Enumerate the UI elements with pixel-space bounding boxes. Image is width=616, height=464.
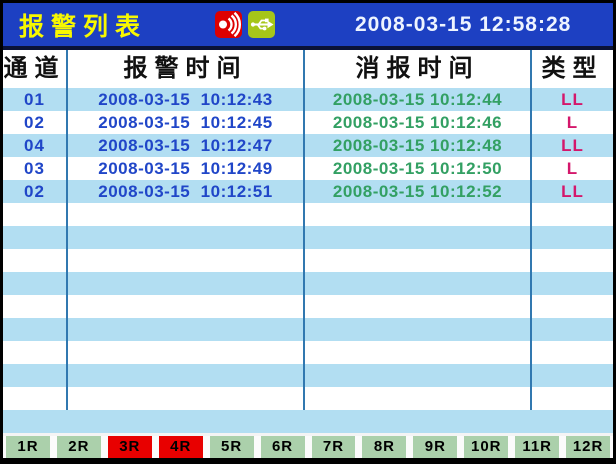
- type-cell: LL: [561, 136, 584, 155]
- clear-time-cell: [305, 364, 532, 387]
- type-cell: [532, 295, 613, 318]
- empty-row: [3, 203, 613, 226]
- alarm-time-cell: 2008-03-15 10:12:43: [68, 88, 305, 111]
- channel-cell: 02: [3, 111, 68, 134]
- relay-tab-1r[interactable]: 1R: [6, 436, 50, 458]
- relay-tab-3r[interactable]: 3R: [107, 436, 152, 458]
- alarm-time-cell: [68, 226, 305, 249]
- alarm-time-cell: [68, 249, 305, 272]
- empty-row: [3, 364, 613, 387]
- relay-tab-7r[interactable]: 7R: [311, 436, 356, 458]
- header-clear-time: 消报时间: [305, 50, 532, 88]
- relay-tab-11r[interactable]: 11R: [515, 436, 560, 458]
- type-cell: LL: [561, 182, 584, 201]
- relay-tabbar: 1R 2R 3R 4R 5R 6R 7R 8R 9R 10R 11R 12R: [3, 436, 613, 458]
- alarm-time-cell: [68, 295, 305, 318]
- clear-time-cell: [305, 249, 532, 272]
- type-cell: [532, 203, 613, 226]
- type-cell: [532, 318, 613, 341]
- relay-tab-10r[interactable]: 10R: [464, 436, 509, 458]
- clear-time-cell: [305, 387, 532, 410]
- alarm-time-cell: [68, 341, 305, 364]
- alarm-row: 02 2008-03-15 10:12:45 2008-03-15 10:12:46…: [3, 111, 613, 134]
- type-cell: [532, 249, 613, 272]
- empty-row: [3, 272, 613, 295]
- usb-icon: [248, 11, 275, 38]
- clear-time-cell: 2008-03-15 10:12:44: [305, 88, 532, 111]
- system-clock: 2008-03-15 12:58:28: [355, 13, 572, 36]
- channel-cell: [3, 203, 68, 226]
- alarm-time-cell: 2008-03-15 10:12:45: [68, 111, 305, 134]
- clear-time-cell: [305, 226, 532, 249]
- alarm-table-body: 01 2008-03-15 10:12:43 2008-03-15 10:12:44…: [3, 88, 613, 410]
- channel-cell: [3, 272, 68, 295]
- clear-time-cell: [305, 318, 532, 341]
- alarm-row: 02 2008-03-15 10:12:51 2008-03-15 10:12:52…: [3, 180, 613, 203]
- channel-cell: 04: [3, 134, 68, 157]
- alarm-table-header: 通道 报警时间 消报时间 类型: [3, 50, 613, 88]
- alarm-time-cell: 2008-03-15 10:12:51: [68, 180, 305, 203]
- empty-row: [3, 226, 613, 249]
- relay-tab-4r[interactable]: 4R: [158, 436, 203, 458]
- clear-time-cell: 2008-03-15 10:12:50: [305, 157, 532, 180]
- channel-cell: [3, 295, 68, 318]
- empty-row: [3, 318, 613, 341]
- type-cell: [532, 364, 613, 387]
- alarm-row: 03 2008-03-15 10:12:49 2008-03-15 10:12:50…: [3, 157, 613, 180]
- page-title: 报警列表: [19, 12, 148, 41]
- alarm-row: 01 2008-03-15 10:12:43 2008-03-15 10:12:44…: [3, 88, 613, 111]
- clear-time-cell: [305, 203, 532, 226]
- channel-cell: [3, 341, 68, 364]
- type-cell: LL: [561, 90, 584, 109]
- clear-time-cell: 2008-03-15 10:12:52: [305, 180, 532, 203]
- alarm-time-cell: 2008-03-15 10:12:47: [68, 134, 305, 157]
- channel-cell: [3, 318, 68, 341]
- relay-tab-9r[interactable]: 9R: [413, 436, 458, 458]
- alarm-time-cell: 2008-03-15 10:12:49: [68, 157, 305, 180]
- type-cell: [532, 341, 613, 364]
- header-type: 类型: [541, 55, 604, 82]
- tabbar-divider: [3, 433, 613, 436]
- empty-row: [3, 295, 613, 318]
- clear-time-cell: [305, 295, 532, 318]
- relay-tab-2r[interactable]: 2R: [56, 436, 101, 458]
- alarm-time-cell: [68, 387, 305, 410]
- alarm-time-cell: [68, 203, 305, 226]
- empty-row: [3, 387, 613, 410]
- relay-tab-5r[interactable]: 5R: [209, 436, 254, 458]
- channel-cell: [3, 387, 68, 410]
- table-bottom-strip: [3, 410, 613, 433]
- alarm-sound-icon: [215, 11, 242, 38]
- channel-cell: [3, 226, 68, 249]
- type-cell: [532, 272, 613, 295]
- type-cell: [532, 226, 613, 249]
- alarm-row: 04 2008-03-15 10:12:47 2008-03-15 10:12:48…: [3, 134, 613, 157]
- empty-row: [3, 341, 613, 364]
- type-cell: L: [566, 159, 579, 178]
- type-cell: L: [566, 113, 579, 132]
- header-channel: 通道: [3, 50, 68, 88]
- alarm-time-cell: [68, 364, 305, 387]
- channel-cell: 03: [3, 157, 68, 180]
- clear-time-cell: [305, 272, 532, 295]
- relay-tab-6r[interactable]: 6R: [260, 436, 305, 458]
- clear-time-cell: 2008-03-15 10:12:48: [305, 134, 532, 157]
- alarm-time-cell: [68, 318, 305, 341]
- type-cell: [532, 387, 613, 410]
- channel-cell: 01: [3, 88, 68, 111]
- clear-time-cell: [305, 341, 532, 364]
- empty-row: [3, 249, 613, 272]
- relay-tab-12r[interactable]: 12R: [566, 436, 611, 458]
- channel-cell: [3, 364, 68, 387]
- header-alarm-time: 报警时间: [68, 50, 305, 88]
- channel-cell: 02: [3, 180, 68, 203]
- titlebar-status-icons: [215, 11, 275, 38]
- clear-time-cell: 2008-03-15 10:12:46: [305, 111, 532, 134]
- alarm-time-cell: [68, 272, 305, 295]
- relay-tab-8r[interactable]: 8R: [362, 436, 407, 458]
- titlebar: 报警列表 2008-03-15 12:58:28: [3, 3, 613, 50]
- channel-cell: [3, 249, 68, 272]
